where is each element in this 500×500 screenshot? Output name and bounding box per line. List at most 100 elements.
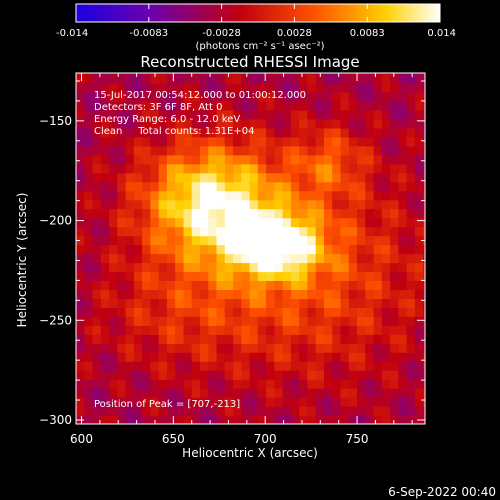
heatmap-cell <box>175 154 185 165</box>
heatmap-cell <box>266 316 275 326</box>
heatmap-cell <box>357 190 366 201</box>
heatmap-cell <box>282 361 292 371</box>
heatmap-cell <box>257 136 267 147</box>
heatmap-cell <box>365 190 375 201</box>
heatmap-cell <box>324 136 333 147</box>
heatmap-cell <box>249 280 259 290</box>
heatmap-cell <box>92 199 102 210</box>
heatmap-cell <box>390 379 399 389</box>
heatmap-cell <box>390 334 399 344</box>
heatmap-cell <box>125 307 135 317</box>
colorbar-ticks: -0.014 -0.0083 -0.0028 0.0028 0.0083 0.014 <box>56 4 456 39</box>
heatmap-cell <box>241 325 251 335</box>
heatmap-cell <box>357 262 366 273</box>
heatmap-cell <box>307 163 317 174</box>
heatmap-cell <box>175 208 185 219</box>
heatmap-cell <box>340 226 350 237</box>
heatmap-cell <box>348 118 358 129</box>
heatmap-cell <box>175 253 185 264</box>
heatmap-cell <box>76 226 85 237</box>
heatmap-cell <box>249 334 259 344</box>
heatmap-cell <box>282 217 292 228</box>
heatmap-cell <box>233 415 242 424</box>
heatmap-cell <box>191 199 201 210</box>
heatmap-cell <box>84 307 94 317</box>
heatmap-cell <box>249 91 259 102</box>
heatmap-cell <box>100 163 110 174</box>
heatmap-cell <box>315 217 325 228</box>
heatmap-cell <box>76 271 85 281</box>
heatmap-cell <box>216 343 226 353</box>
heatmap-cell <box>324 370 333 380</box>
heatmap-cell <box>241 136 251 147</box>
heatmap-cell <box>183 244 193 255</box>
heatmap-cell <box>398 352 408 362</box>
heatmap-cell <box>92 83 102 93</box>
heatmap-cell <box>348 172 358 183</box>
heatmap-cell <box>241 262 251 273</box>
heatmap-cell <box>200 127 209 138</box>
heatmap-cell <box>92 280 102 290</box>
heatmap-cell <box>324 91 333 102</box>
heatmap-cell <box>381 118 391 129</box>
heatmap-cell <box>76 154 85 165</box>
heatmap-cell <box>266 298 275 308</box>
heatmap-cell <box>133 370 143 380</box>
heatmap-cell <box>299 190 309 201</box>
heatmap-cell <box>348 244 358 255</box>
heatmap-cell <box>266 163 275 174</box>
heatmap-cell <box>257 343 267 353</box>
heatmap-cell <box>224 244 234 255</box>
heatmap-cell <box>142 244 151 255</box>
heatmap-cell <box>100 271 110 281</box>
heatmap-cell <box>200 226 209 237</box>
heatmap-cell <box>357 253 366 264</box>
heatmap-cell <box>241 271 251 281</box>
y-tick-label: −300 <box>39 413 72 427</box>
heatmap-cell <box>423 109 425 120</box>
heatmap-cell <box>84 289 94 299</box>
heatmap-cell <box>290 244 300 255</box>
heatmap-cell <box>315 307 325 317</box>
heatmap-cell <box>208 244 218 255</box>
heatmap-cell <box>125 406 135 416</box>
heatmap-cell <box>224 415 234 424</box>
heatmap-cell <box>208 361 218 371</box>
heatmap-cell <box>208 280 218 290</box>
heatmap-cell <box>158 74 168 84</box>
heatmap-cell <box>357 208 366 219</box>
heatmap-cell <box>224 271 234 281</box>
heatmap-cell <box>241 316 251 326</box>
heatmap-cell <box>133 226 143 237</box>
heatmap-cell <box>423 298 425 308</box>
heatmap-cell <box>158 118 168 129</box>
heatmap-cell <box>224 343 234 353</box>
heatmap-cell <box>200 217 209 228</box>
heatmap-cell <box>84 298 94 308</box>
heatmap-cell <box>324 181 333 192</box>
heatmap-cell <box>348 307 358 317</box>
heatmap-cell <box>381 181 391 192</box>
heatmap-cell <box>332 74 342 84</box>
heatmap-cell <box>257 118 267 129</box>
heatmap-cell <box>373 343 383 353</box>
heatmap-cell <box>365 352 375 362</box>
heatmap-cell <box>315 289 325 299</box>
heatmap-cell <box>166 74 176 84</box>
heatmap-cell <box>340 253 350 264</box>
heatmap-cell <box>150 244 160 255</box>
heatmap-cell <box>150 298 160 308</box>
y-tick-label: −150 <box>39 114 72 128</box>
heatmap-cell <box>414 163 424 174</box>
heatmap-cell <box>117 415 127 424</box>
heatmap-cell <box>290 217 300 228</box>
heatmap-cell <box>150 397 160 407</box>
heatmap-cell <box>241 343 251 353</box>
heatmap-cell <box>266 73 275 75</box>
heatmap-cell <box>324 298 333 308</box>
heatmap-cell <box>117 253 127 264</box>
heatmap-cell <box>76 370 85 380</box>
heatmap-cell <box>307 325 317 335</box>
heatmap-cell <box>348 397 358 407</box>
heatmap-cell <box>414 397 424 407</box>
